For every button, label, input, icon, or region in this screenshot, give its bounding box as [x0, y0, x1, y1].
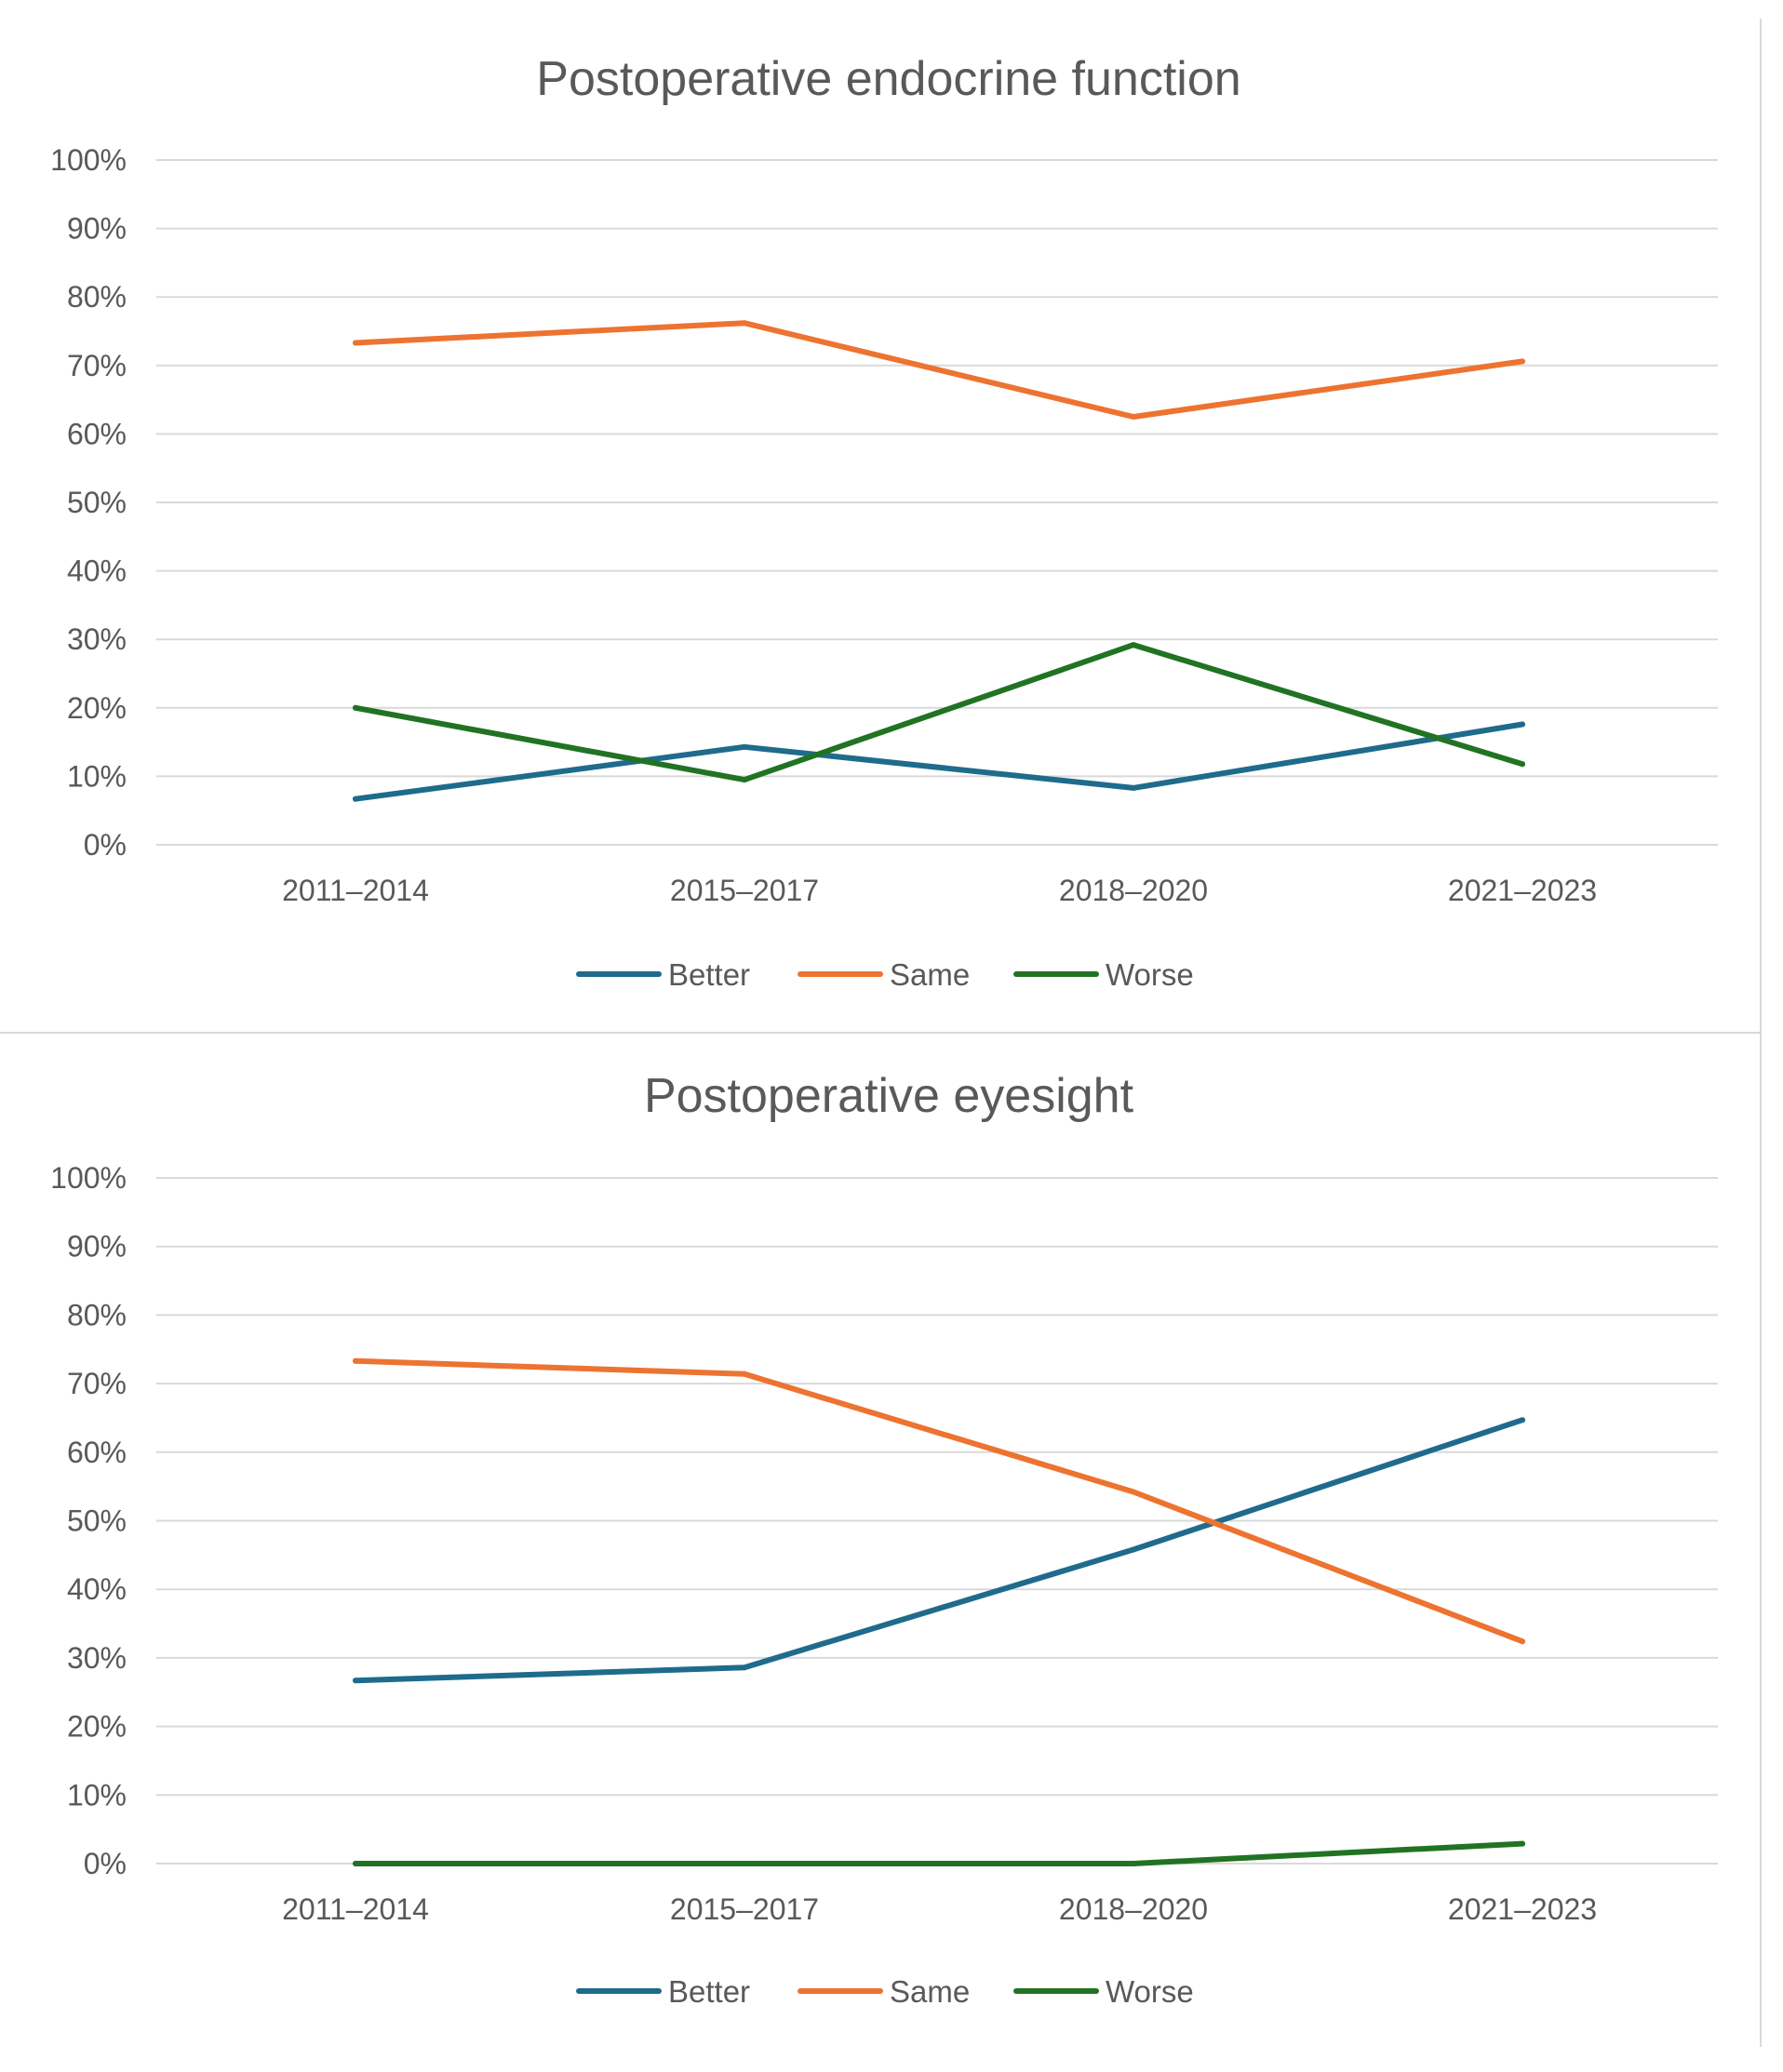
data-point-same	[1131, 414, 1136, 420]
endocrine-chart: Postoperative endocrine function 0% 10% 20…	[50, 52, 1718, 992]
series-line-same	[353, 1357, 1525, 1645]
y-tick-label: 10%	[67, 759, 127, 793]
y-tick-label: 20%	[67, 1710, 127, 1744]
data-point-same	[1131, 1489, 1136, 1495]
data-point-better	[742, 1664, 747, 1671]
data-point-worse	[742, 777, 747, 783]
eyesight-chart: Postoperative eyesight 0% 10% 20% 30% 40% 50%…	[50, 1069, 1718, 2009]
y-tick-label: 80%	[67, 1298, 127, 1331]
y-tick-label: 100%	[50, 1161, 127, 1195]
data-point-worse	[353, 704, 358, 711]
y-tick-label: 10%	[67, 1778, 127, 1811]
chart-title: Postoperative endocrine function	[536, 52, 1240, 106]
data-point-worse	[1131, 642, 1136, 648]
y-tick-label: 30%	[67, 1641, 127, 1675]
y-tick-label: 90%	[67, 1230, 127, 1263]
data-point-better	[353, 1678, 358, 1684]
series-line-same	[353, 320, 1525, 420]
x-tick-label: 2011–2014	[282, 1892, 429, 1926]
data-point-worse	[1520, 1840, 1525, 1847]
data-point-better	[1131, 1546, 1136, 1553]
legend-label-worse: Worse	[1106, 1974, 1194, 2009]
series-line-better	[353, 721, 1525, 802]
y-tick-label: 80%	[67, 280, 127, 314]
legend-label-better: Better	[668, 957, 750, 992]
y-tick-label: 0%	[84, 828, 127, 862]
data-point-worse	[1520, 761, 1525, 768]
y-tick-label: 60%	[67, 1436, 127, 1469]
series-line-worse	[353, 1840, 1525, 1866]
data-point-worse	[353, 1861, 358, 1866]
y-tick-label: 90%	[67, 212, 127, 246]
legend-label-worse: Worse	[1106, 957, 1194, 992]
data-point-better	[1520, 1417, 1525, 1424]
data-point-worse	[1131, 1861, 1136, 1866]
y-tick-label: 50%	[67, 486, 127, 519]
data-point-better	[353, 795, 358, 802]
y-tick-label: 100%	[50, 143, 127, 177]
x-tick-label: 2015–2017	[670, 1892, 819, 1926]
y-tick-label: 70%	[67, 349, 127, 382]
x-tick-label: 2021–2023	[1448, 874, 1597, 907]
legend-label-same: Same	[890, 957, 970, 992]
series-line-worse	[353, 642, 1525, 783]
data-point-worse	[742, 1861, 747, 1866]
y-tick-label: 50%	[67, 1504, 127, 1538]
data-point-better	[742, 743, 747, 750]
legend-label-better: Better	[668, 1974, 750, 2009]
x-tick-label: 2015–2017	[670, 874, 819, 907]
chart-title: Postoperative eyesight	[644, 1069, 1134, 1123]
data-point-same	[742, 320, 747, 327]
x-tick-label: 2021–2023	[1448, 1892, 1597, 1926]
legend-label-same: Same	[890, 1974, 970, 2009]
data-point-same	[742, 1370, 747, 1377]
y-tick-label: 40%	[67, 1572, 127, 1606]
y-tick-label: 60%	[67, 417, 127, 450]
y-tick-label: 30%	[67, 622, 127, 656]
x-tick-label: 2011–2014	[282, 874, 429, 907]
data-point-better	[1520, 721, 1525, 728]
data-point-same	[1520, 1638, 1525, 1645]
y-tick-label: 0%	[84, 1847, 127, 1880]
data-point-better	[1131, 784, 1136, 791]
series-line-better	[353, 1417, 1525, 1684]
data-point-same	[353, 340, 358, 346]
x-tick-label: 2018–2020	[1059, 1892, 1208, 1926]
y-tick-label: 20%	[67, 691, 127, 725]
y-tick-label: 40%	[67, 555, 127, 588]
data-point-same	[353, 1357, 358, 1364]
y-tick-label: 70%	[67, 1367, 127, 1400]
data-point-same	[1520, 358, 1525, 365]
x-tick-label: 2018–2020	[1059, 874, 1208, 907]
